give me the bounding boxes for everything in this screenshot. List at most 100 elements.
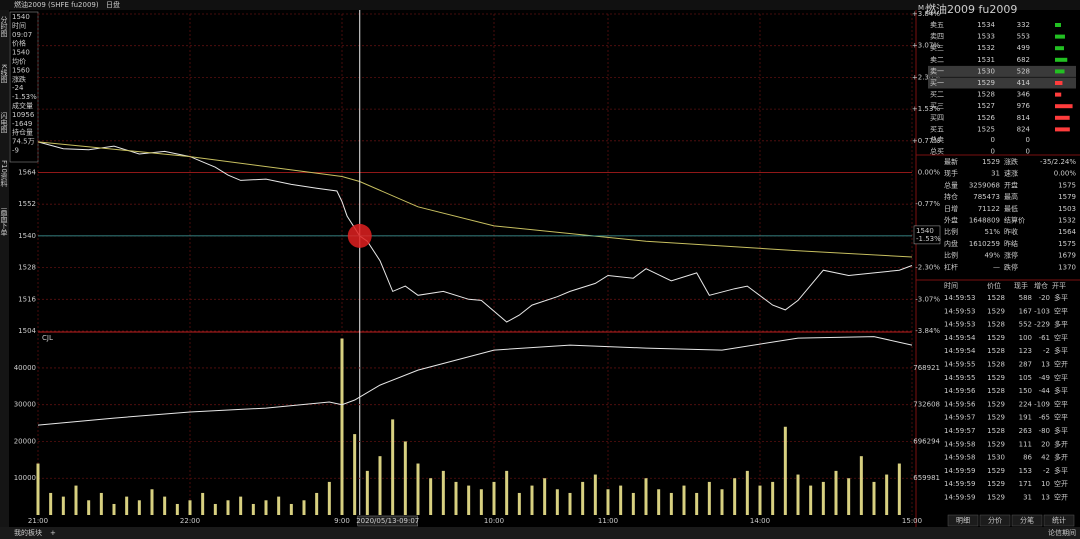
book-price: 1534 — [977, 21, 995, 29]
volume-bar — [378, 456, 382, 515]
trade-oi-change: 10 — [1041, 480, 1050, 488]
trade-time: 14:59:59 — [944, 467, 975, 475]
volume-bar — [821, 481, 825, 515]
stat-value: 1529 — [982, 158, 1000, 166]
trade-oi-change: -109 — [1034, 400, 1050, 408]
side-tab[interactable]: 画面下单 — [0, 208, 8, 237]
y-tick-label: 10000 — [14, 474, 36, 482]
footer-add[interactable]: + — [50, 529, 56, 537]
y-tick-label: 1516 — [18, 295, 36, 303]
cursor-time-box — [357, 515, 418, 527]
stat-value: 71122 — [978, 205, 1000, 213]
side-tab[interactable]: 分时图 — [0, 15, 8, 38]
trade-type: 多开 — [1054, 453, 1068, 462]
y-tick-label: 1564 — [18, 169, 36, 177]
cursor-info-text: 持仓量 — [12, 128, 33, 137]
volume-bar — [555, 489, 559, 515]
y2-tick-label: +2.30% — [912, 73, 940, 81]
y2-tick-label: +0.77% — [912, 137, 940, 145]
volume-bar — [125, 496, 129, 515]
trade-oi-change: -20 — [1039, 294, 1050, 302]
book-volume-bar — [1055, 104, 1073, 109]
y2-tick-label: +1.53% — [912, 105, 940, 113]
x-tick-label: 14:00 — [750, 517, 770, 525]
header-menu[interactable]: 日盘 — [106, 0, 120, 9]
volume-bar — [289, 503, 293, 515]
cursor-info-text: -1649 — [12, 120, 32, 128]
volume-bar — [847, 478, 851, 515]
average-line — [37, 141, 913, 258]
volume-bar — [771, 481, 775, 515]
panel-tab-box[interactable] — [1011, 514, 1043, 527]
left-strip — [0, 10, 9, 527]
trade-oi-change: 42 — [1041, 454, 1050, 462]
volume-bar — [353, 434, 357, 515]
volume-bar — [188, 500, 192, 515]
side-tab[interactable]: K线图 — [0, 64, 8, 84]
trade-price: 1530 — [987, 454, 1005, 462]
panel-tab[interactable]: 统计 — [1052, 516, 1066, 525]
volume-bar — [429, 478, 433, 515]
trade-type: 空平 — [1054, 306, 1068, 315]
trade-type: 空平 — [1054, 413, 1068, 422]
book-volume-bar — [1055, 115, 1070, 120]
volume-bar — [885, 474, 889, 515]
volume-bar — [783, 426, 787, 515]
panel-tab[interactable]: 明细 — [956, 516, 970, 525]
panel-tab[interactable]: 分价 — [988, 516, 1002, 525]
book-label: 卖一 — [930, 67, 944, 75]
panel-tab-box[interactable] — [1043, 514, 1075, 527]
volume-bar — [695, 492, 699, 515]
panel-tab-box[interactable] — [947, 514, 979, 527]
book-price: 1527 — [977, 102, 995, 110]
stat-value: 1575 — [1058, 181, 1076, 189]
volume-label: CJL — [42, 334, 53, 342]
volume-bar — [593, 474, 597, 515]
cursor-info-text: -24 — [12, 84, 24, 92]
volume-bar — [251, 503, 255, 515]
book-volume: 499 — [1017, 44, 1030, 52]
cursor-info-text: 1540 — [12, 49, 30, 57]
side-tab[interactable]: 闪电图 — [0, 111, 8, 134]
panel-tab[interactable]: 分笔 — [1020, 516, 1034, 525]
trade-time: 14:59:57 — [944, 427, 975, 435]
trade-time: 14:59:54 — [944, 347, 976, 355]
stat-label: 比例 — [944, 251, 958, 260]
y2-tick-label: 659981 — [913, 474, 940, 482]
trade-time: 14:59:53 — [944, 321, 975, 329]
book-volume: 682 — [1017, 56, 1030, 64]
y-tick-label: 1504 — [18, 327, 36, 335]
panel-tab-box[interactable] — [979, 514, 1011, 527]
header-title: 燃油2009 (SHFE fu2009) — [14, 0, 99, 9]
trade-volume: 86 — [1023, 454, 1032, 462]
stat-label: 总量 — [944, 180, 958, 189]
trade-volume: 105 — [1019, 374, 1032, 382]
trade-type: 多开 — [1054, 439, 1068, 448]
volume-bar — [454, 481, 458, 515]
book-label: 卖五 — [930, 21, 944, 29]
trade-volume: 171 — [1019, 480, 1032, 488]
trade-price: 1528 — [987, 427, 1005, 435]
trade-time: 14:59:53 — [944, 307, 975, 315]
book-label: 买一 — [930, 79, 944, 87]
volume-bar — [277, 496, 281, 515]
stat-label: 昨结 — [1004, 239, 1018, 248]
trade-oi-change: 13 — [1041, 494, 1050, 502]
side-tab[interactable]: F10资料 — [0, 160, 8, 188]
y2-tick-label: -0.77% — [915, 200, 940, 208]
book-highlight — [928, 77, 1076, 89]
volume-bar — [163, 496, 167, 515]
volume-bar — [239, 496, 243, 515]
cursor-info-text: 1560 — [12, 66, 30, 74]
stat-value: 1503 — [1058, 205, 1076, 213]
trade-type: 空平 — [1054, 399, 1068, 408]
footer-tab[interactable]: 我的板块 — [14, 528, 42, 537]
trade-volume: 153 — [1019, 467, 1032, 475]
trade-volume: 150 — [1019, 387, 1032, 395]
total-label: 总买 — [930, 147, 944, 156]
volume-bar — [226, 500, 230, 515]
trade-volume: 111 — [1019, 440, 1032, 448]
volume-bar — [492, 481, 496, 515]
stat-value: 1575 — [1058, 240, 1076, 248]
stat-value: 0.00% — [1054, 170, 1077, 178]
